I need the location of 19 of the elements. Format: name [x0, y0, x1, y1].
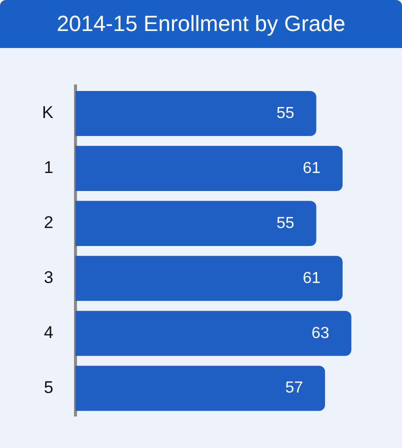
bar	[75, 366, 326, 411]
data-label: 61	[302, 270, 321, 287]
y-tick-label: 1	[44, 158, 54, 178]
chart-title: 2014-15 Enrollment by Grade	[0, 0, 402, 48]
bar	[75, 200, 316, 246]
y-tick-label: K	[42, 103, 54, 122]
y-tick-label: 3	[44, 268, 54, 288]
bar	[75, 310, 352, 356]
data-label: 61	[302, 160, 321, 177]
y-tick-label: 4	[44, 323, 54, 342]
data-label: 57	[285, 380, 304, 397]
y-tick-label: 2	[44, 213, 54, 232]
bar	[75, 90, 316, 136]
y-tick-label: 5	[44, 378, 54, 398]
bar	[75, 146, 343, 191]
data-label: 63	[312, 324, 330, 342]
data-label: 55	[276, 104, 294, 122]
bar	[75, 256, 343, 301]
data-label: 55	[276, 214, 294, 232]
